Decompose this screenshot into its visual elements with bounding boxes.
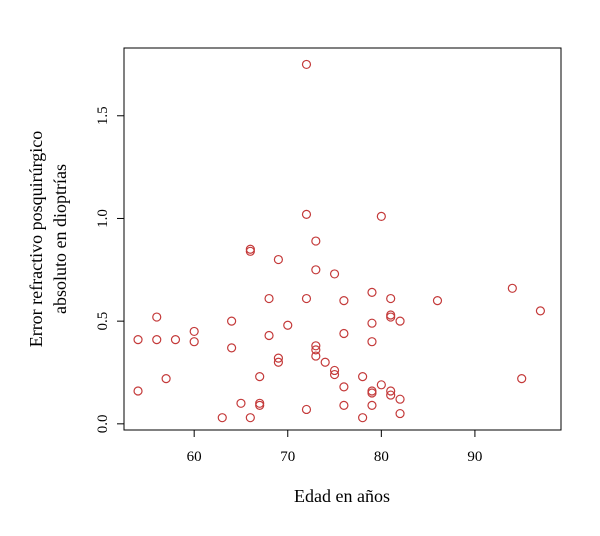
data-point bbox=[329, 369, 340, 380]
data-point bbox=[152, 312, 162, 322]
data-point bbox=[367, 337, 377, 347]
data-point bbox=[358, 372, 368, 382]
data-point bbox=[133, 386, 143, 396]
x-tick-label: 60 bbox=[187, 449, 202, 465]
data-point bbox=[507, 283, 517, 293]
x-tick-label: 80 bbox=[374, 449, 389, 465]
data-point bbox=[227, 316, 237, 326]
data-point bbox=[329, 269, 340, 279]
y-axis-label-line-1: Error refractivo posquirúrgico bbox=[26, 131, 46, 348]
x-axis: 60 70 80 90 bbox=[187, 430, 482, 465]
data-point bbox=[301, 209, 312, 219]
data-point bbox=[245, 413, 255, 423]
data-point bbox=[273, 353, 284, 363]
data-point bbox=[255, 400, 265, 410]
y-tick-label: 0.0 bbox=[95, 414, 111, 433]
data-point bbox=[386, 312, 396, 322]
data-point bbox=[367, 318, 377, 328]
data-point bbox=[301, 293, 312, 304]
data-point bbox=[386, 390, 396, 400]
y-tick-label: 1.5 bbox=[95, 106, 111, 125]
data-point bbox=[283, 320, 293, 330]
data-point bbox=[236, 398, 246, 408]
data-point bbox=[395, 408, 405, 419]
data-point bbox=[339, 296, 349, 306]
x-tick-label: 90 bbox=[467, 449, 482, 465]
data-point bbox=[358, 413, 368, 423]
data-point bbox=[517, 374, 527, 384]
data-point bbox=[386, 293, 396, 304]
data-point bbox=[227, 343, 237, 353]
data-point bbox=[311, 345, 321, 355]
y-tick-label: 0.5 bbox=[95, 312, 111, 331]
data-point bbox=[170, 335, 181, 345]
data-point bbox=[311, 236, 321, 246]
data-point bbox=[339, 382, 349, 392]
data-point bbox=[339, 400, 349, 410]
data-point bbox=[133, 335, 143, 345]
plot-frame bbox=[123, 47, 562, 431]
data-point bbox=[395, 394, 405, 404]
data-point bbox=[264, 330, 274, 341]
data-points bbox=[133, 59, 546, 423]
data-point bbox=[301, 59, 312, 70]
data-point bbox=[161, 374, 171, 384]
y-axis: 0.0 0.5 1.0 1.5 bbox=[95, 106, 124, 433]
data-point bbox=[311, 341, 321, 351]
data-point bbox=[245, 246, 255, 256]
data-point bbox=[320, 357, 330, 367]
data-point bbox=[255, 372, 265, 382]
data-point bbox=[301, 404, 312, 415]
data-point bbox=[273, 254, 284, 265]
data-point bbox=[376, 211, 386, 222]
data-point bbox=[189, 337, 199, 347]
data-point bbox=[367, 287, 377, 297]
data-point bbox=[386, 386, 396, 396]
data-point bbox=[311, 351, 321, 361]
x-axis-label: Edad en años bbox=[294, 486, 390, 506]
data-point bbox=[152, 335, 162, 345]
data-point bbox=[329, 365, 340, 376]
data-point bbox=[432, 296, 443, 306]
y-axis-label-line-2: absoluto en dioptrías bbox=[50, 164, 70, 314]
data-point bbox=[311, 265, 321, 275]
x-tick-label: 70 bbox=[280, 449, 295, 465]
data-point bbox=[339, 328, 349, 339]
data-point bbox=[376, 380, 386, 390]
data-point bbox=[367, 400, 377, 410]
data-point bbox=[395, 316, 405, 326]
data-point bbox=[264, 293, 274, 304]
data-point bbox=[273, 357, 284, 367]
data-point bbox=[535, 306, 546, 316]
y-tick-label: 1.0 bbox=[95, 209, 111, 228]
data-point bbox=[217, 413, 227, 423]
data-point bbox=[367, 388, 377, 398]
data-point bbox=[189, 326, 199, 337]
